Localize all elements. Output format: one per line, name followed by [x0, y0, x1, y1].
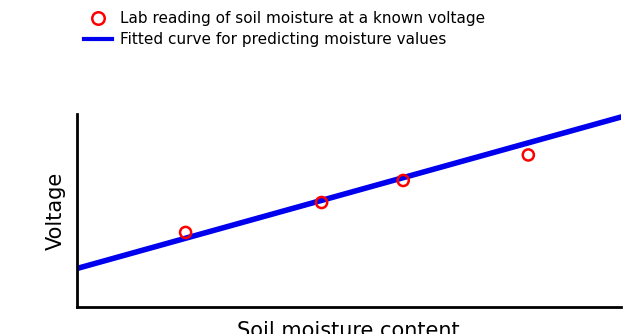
Y-axis label: Voltage: Voltage [45, 171, 66, 249]
Point [398, 178, 408, 183]
Point [317, 200, 327, 205]
Point [523, 152, 533, 158]
Point [180, 230, 191, 235]
X-axis label: Soil moisture content: Soil moisture content [237, 321, 460, 334]
Legend: Lab reading of soil moisture at a known voltage, Fitted curve for predicting moi: Lab reading of soil moisture at a known … [84, 11, 484, 47]
